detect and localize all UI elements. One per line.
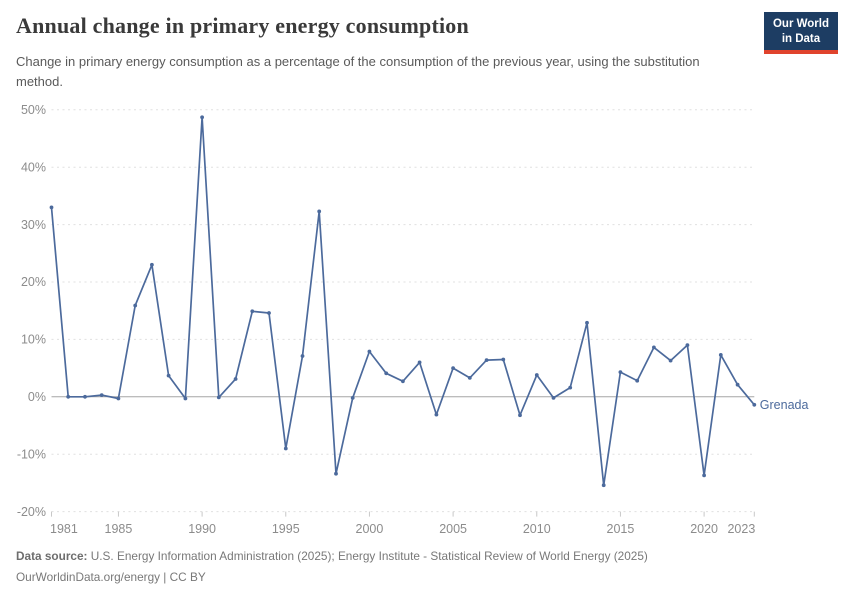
data-point[interactable] xyxy=(233,377,238,381)
data-point[interactable] xyxy=(334,471,338,476)
x-axis-tick-label: 1990 xyxy=(188,522,216,536)
data-point[interactable] xyxy=(652,345,656,350)
data-point[interactable] xyxy=(267,311,271,315)
x-axis-tick-label: 2023 xyxy=(727,522,755,536)
data-point[interactable] xyxy=(216,395,221,400)
y-axis-tick-label: 40% xyxy=(21,160,46,174)
x-axis-tick-label: 1985 xyxy=(105,522,133,536)
data-source-text: U.S. Energy Information Administration (… xyxy=(87,549,648,563)
data-point[interactable] xyxy=(451,366,455,370)
data-point[interactable] xyxy=(417,360,422,365)
owid-logo[interactable]: Our World in Data xyxy=(763,12,838,54)
data-point[interactable] xyxy=(183,396,188,401)
owid-logo-line1: Our World xyxy=(772,18,829,30)
series-line[interactable] xyxy=(50,116,756,487)
data-point[interactable] xyxy=(317,209,322,214)
gridlines-group xyxy=(51,109,755,513)
data-point[interactable] xyxy=(367,349,372,354)
data-point[interactable] xyxy=(384,371,389,376)
x-axis-tick-label: 2005 xyxy=(439,522,467,536)
data-point[interactable] xyxy=(150,262,154,267)
data-point[interactable] xyxy=(685,343,690,347)
owid-logo-line2: in Data xyxy=(781,32,821,45)
data-point[interactable] xyxy=(635,378,640,383)
data-point[interactable] xyxy=(568,385,573,390)
series-group[interactable]: Grenada xyxy=(49,115,809,488)
data-point[interactable] xyxy=(718,353,723,357)
data-point[interactable] xyxy=(484,358,489,362)
chart-subtitle: Change in primary energy consumption as … xyxy=(16,54,700,89)
entity-label[interactable]: Grenada xyxy=(760,398,809,412)
data-point[interactable] xyxy=(49,205,54,210)
data-point[interactable] xyxy=(99,393,104,397)
y-axis-tick-label: 0% xyxy=(28,390,46,404)
x-axis-tick-label: 2010 xyxy=(523,522,551,536)
y-axis-tick-label: 50% xyxy=(21,103,46,117)
data-point[interactable] xyxy=(250,309,255,314)
x-axis-tick-label: 2015 xyxy=(607,522,635,536)
data-point[interactable] xyxy=(434,412,439,417)
data-point[interactable] xyxy=(668,358,673,363)
data-point[interactable] xyxy=(618,370,623,374)
data-point[interactable] xyxy=(752,402,757,407)
data-point[interactable] xyxy=(283,446,288,451)
data-point[interactable] xyxy=(601,483,606,488)
x-axis-tick-label: 2020 xyxy=(690,522,718,536)
data-point[interactable] xyxy=(551,396,556,400)
data-point[interactable] xyxy=(534,373,539,377)
x-axis-tick-label: 1995 xyxy=(272,522,300,536)
data-point[interactable] xyxy=(133,303,138,308)
data-point[interactable] xyxy=(116,396,121,401)
y-axis-tick-label: 30% xyxy=(21,218,46,232)
y-axis-tick-label: -20% xyxy=(17,505,46,519)
data-point[interactable] xyxy=(166,373,171,378)
data-point[interactable] xyxy=(66,394,71,399)
data-point[interactable] xyxy=(735,382,740,387)
license-line[interactable]: OurWorldinData.org/energy | CC BY xyxy=(16,569,206,584)
data-point[interactable] xyxy=(83,394,87,399)
page-title: Annual change in primary energy consumpt… xyxy=(16,13,469,38)
x-axis-tick-label: 1981 xyxy=(50,522,78,536)
y-axis-tick-label: 10% xyxy=(21,333,46,347)
data-source-label: Data source: xyxy=(16,549,88,563)
axis-labels-group: 50% 40% 30% 20% 10% 0% -10% -20% 1981 1985 1990 199… xyxy=(17,103,756,536)
data-point[interactable] xyxy=(501,357,506,362)
data-point[interactable] xyxy=(401,379,405,384)
data-source-line: Data source: U.S. Energy Information Adm… xyxy=(16,546,836,567)
x-ticks-group xyxy=(51,511,755,517)
data-point[interactable] xyxy=(200,115,205,120)
data-point[interactable] xyxy=(585,320,589,325)
data-point[interactable] xyxy=(300,354,305,358)
data-point[interactable] xyxy=(702,473,706,478)
data-point[interactable] xyxy=(467,376,472,380)
data-point[interactable] xyxy=(350,396,355,400)
data-point[interactable] xyxy=(518,413,522,418)
y-axis-tick-label: 20% xyxy=(21,275,46,289)
x-axis-tick-label: 2000 xyxy=(356,522,384,536)
chart-footer: Data source: U.S. Energy Information Adm… xyxy=(16,546,836,587)
y-axis-tick-label: -10% xyxy=(17,447,46,461)
